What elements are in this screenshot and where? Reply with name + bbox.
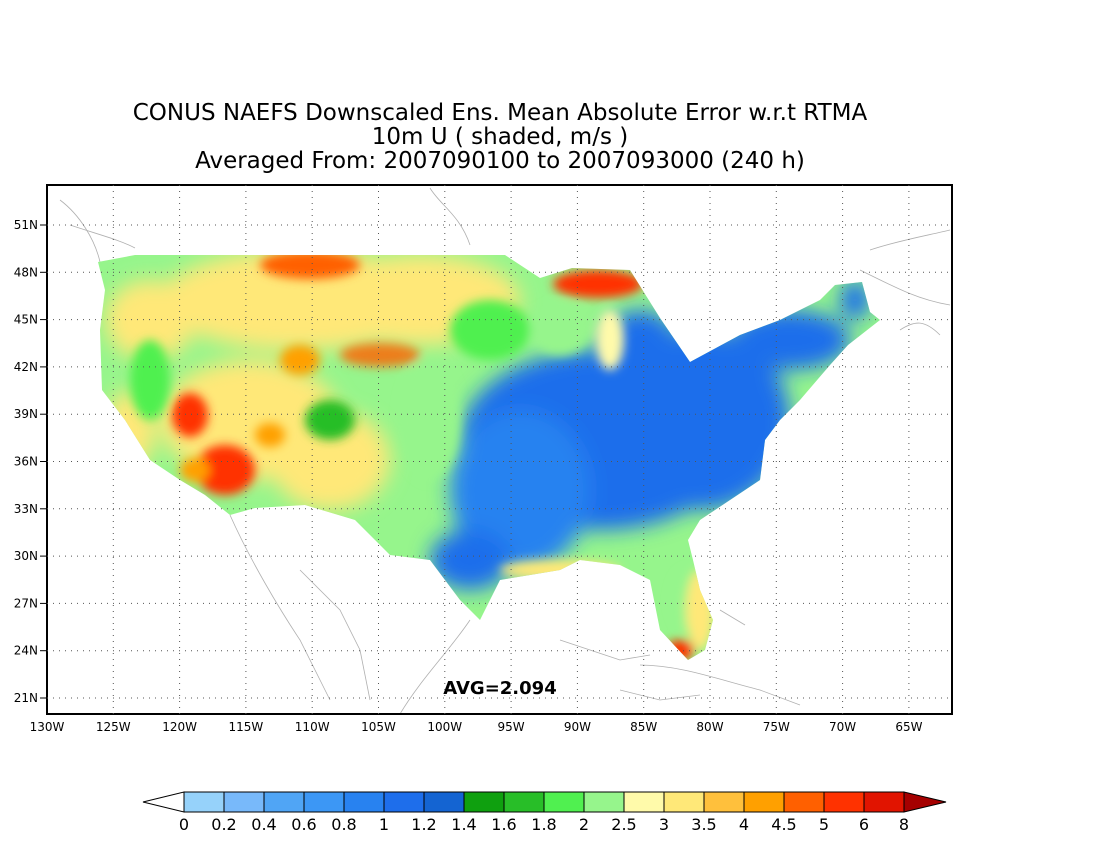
latitude-labels: 51N 48N 45N 42N 39N 36N 33N 30N 27N 24N 21N xyxy=(14,218,47,705)
lat-tick-label: 45N xyxy=(14,313,38,327)
shaded-field xyxy=(98,255,880,660)
colorbar-label: 2.5 xyxy=(611,815,636,834)
avg-annotation: AVG=2.094 xyxy=(443,678,556,699)
colorbar-high-arrow xyxy=(903,791,947,813)
lat-tick-label: 24N xyxy=(14,644,38,658)
colorbar-label: 1.6 xyxy=(491,815,516,834)
lon-tick-label: 105W xyxy=(361,720,396,734)
colorbar-swatch xyxy=(543,791,585,813)
title-line-1: CONUS NAEFS Downscaled Ens. Mean Absolut… xyxy=(132,100,868,126)
colorbar-low-arrow xyxy=(142,791,185,813)
lon-tick-label: 90W xyxy=(564,720,591,734)
colorbar-swatch xyxy=(623,791,665,813)
colorbar-swatch xyxy=(863,791,905,813)
colorbar-labels: 0 0.2 0.4 0.6 0.8 1 1.2 1.4 1.6 1.8 2 2.5 3 3.5 4 4.5 5 6… xyxy=(179,815,909,834)
colorbar-swatch xyxy=(223,791,265,813)
lon-tick-label: 125W xyxy=(96,720,131,734)
colorbar-label: 1 xyxy=(379,815,389,834)
lat-tick-label: 36N xyxy=(14,455,38,469)
colorbar-label: 5 xyxy=(819,815,829,834)
lat-tick-label: 51N xyxy=(14,218,38,232)
map-frame xyxy=(46,184,953,715)
colorbar-label: 8 xyxy=(899,815,909,834)
lon-tick-label: 120W xyxy=(162,720,197,734)
colorbar-swatch xyxy=(503,791,545,813)
colorbar-label: 0 xyxy=(179,815,189,834)
lon-tick-label: 100W xyxy=(427,720,462,734)
colorbar-label: 0.8 xyxy=(331,815,356,834)
colorbar-swatch xyxy=(703,791,745,813)
title-line-3: Averaged From: 2007090100 to 2007093000 … xyxy=(195,148,805,174)
colorbar-label: 0.6 xyxy=(291,815,316,834)
lat-tick-label: 30N xyxy=(14,549,38,563)
lon-tick-label: 130W xyxy=(30,720,65,734)
lon-tick-label: 65W xyxy=(895,720,922,734)
colorbar-label: 3.5 xyxy=(691,815,716,834)
colorbar-swatch xyxy=(783,791,825,813)
colorbar-swatch xyxy=(183,791,225,813)
chart-title: CONUS NAEFS Downscaled Ens. Mean Absolut… xyxy=(0,101,1000,173)
colorbar-swatch xyxy=(663,791,705,813)
lon-tick-label: 95W xyxy=(498,720,525,734)
lat-tick-label: 21N xyxy=(14,691,38,705)
lat-tick-label: 48N xyxy=(14,265,38,279)
colorbar-label: 1.2 xyxy=(411,815,436,834)
colorbar-swatch xyxy=(343,791,385,813)
lon-tick-label: 115W xyxy=(229,720,264,734)
colorbar-swatch xyxy=(743,791,785,813)
lon-tick-label: 75W xyxy=(763,720,790,734)
colorbar-swatch xyxy=(823,791,865,813)
colorbar-label: 0.2 xyxy=(211,815,236,834)
colorbar-swatch xyxy=(463,791,505,813)
lat-tick-label: 39N xyxy=(14,407,38,421)
lat-tick-label: 42N xyxy=(14,360,38,374)
lon-tick-label: 80W xyxy=(696,720,723,734)
title-line-2: 10m U ( shaded, m/s ) xyxy=(371,124,629,150)
colorbar-swatch xyxy=(583,791,625,813)
colorbar-swatch xyxy=(423,791,465,813)
colorbar-label: 1.8 xyxy=(531,815,556,834)
colorbar-swatch xyxy=(383,791,425,813)
colorbar-label: 2 xyxy=(579,815,589,834)
colorbar-label: 4.5 xyxy=(771,815,796,834)
lat-tick-label: 27N xyxy=(14,596,38,610)
longitude-labels: 130W 125W 120W 115W 110W 105W 100W 95W 90W 85W 80W… xyxy=(30,720,923,734)
lon-tick-label: 110W xyxy=(295,720,330,734)
colorbar-swatch xyxy=(303,791,345,813)
lon-tick-label: 70W xyxy=(829,720,856,734)
colorbar-label: 3 xyxy=(659,815,669,834)
colorbar-label: 0.4 xyxy=(251,815,276,834)
colorbar-swatch xyxy=(263,791,305,813)
lat-lon-grid xyxy=(47,185,952,714)
lat-tick-label: 33N xyxy=(14,502,38,516)
colorbar-label: 1.4 xyxy=(451,815,476,834)
colorbar-label: 4 xyxy=(739,815,749,834)
colorbar xyxy=(142,791,947,813)
colorbar-label: 6 xyxy=(859,815,869,834)
lon-tick-label: 85W xyxy=(630,720,657,734)
